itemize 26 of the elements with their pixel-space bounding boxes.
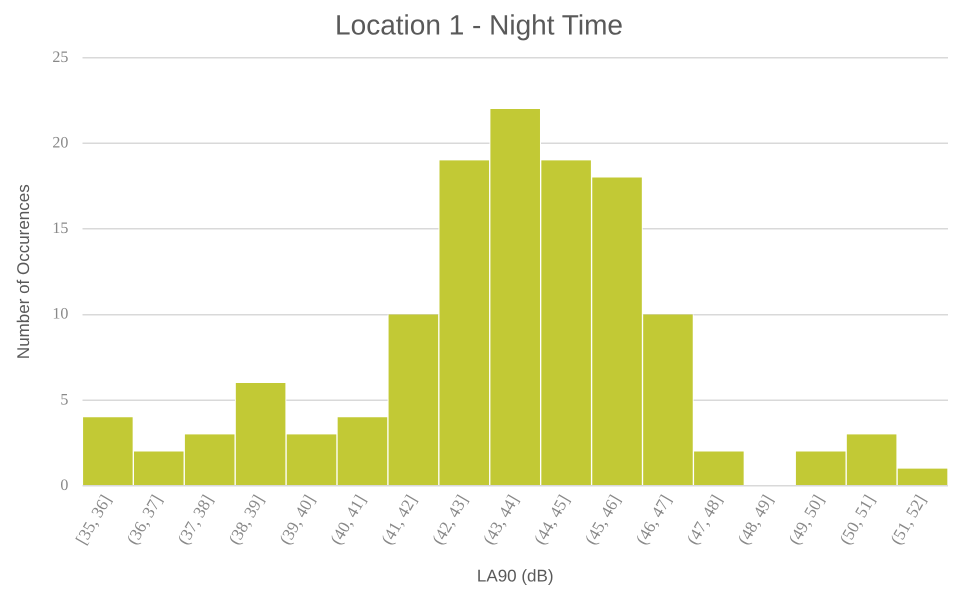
y-axis-title: Number of Occurences <box>14 184 33 360</box>
x-tick-label: (48, 49] <box>734 492 778 548</box>
x-tick-label: (46, 47] <box>632 492 676 548</box>
chart-title: Location 1 - Night Time <box>335 10 623 41</box>
x-tick-label: (37, 38] <box>174 492 218 548</box>
y-tick-label: 15 <box>52 220 68 238</box>
x-tick-label: (36, 37] <box>122 492 166 548</box>
x-tick-label: (40, 41] <box>326 492 370 548</box>
x-tick-label: (39, 40] <box>275 492 319 548</box>
y-tick-label: 10 <box>52 306 68 323</box>
x-tick-label: (41, 42] <box>377 492 421 548</box>
x-tick-label: (43, 44] <box>479 492 523 548</box>
x-tick-label: (51, 52] <box>886 492 930 548</box>
x-tick-label: (45, 46] <box>581 492 624 548</box>
y-tick-label: 25 <box>52 48 68 66</box>
x-tick-label: (47, 48] <box>682 492 726 548</box>
y-tick-label: 20 <box>52 134 68 152</box>
x-tick-label: [35, 36] <box>72 492 116 548</box>
y-tick-label: 0 <box>60 476 68 494</box>
x-tick-label: (49, 50] <box>784 492 828 548</box>
x-tick-label: (42, 43] <box>428 492 472 548</box>
x-tick-label: (50, 51] <box>836 492 879 548</box>
y-tick-label: 5 <box>60 391 68 408</box>
x-tick-label: (38, 39] <box>224 492 268 548</box>
x-axis-title: LA90 (dB) <box>476 566 554 586</box>
x-tick-label: (44, 45] <box>530 492 574 548</box>
